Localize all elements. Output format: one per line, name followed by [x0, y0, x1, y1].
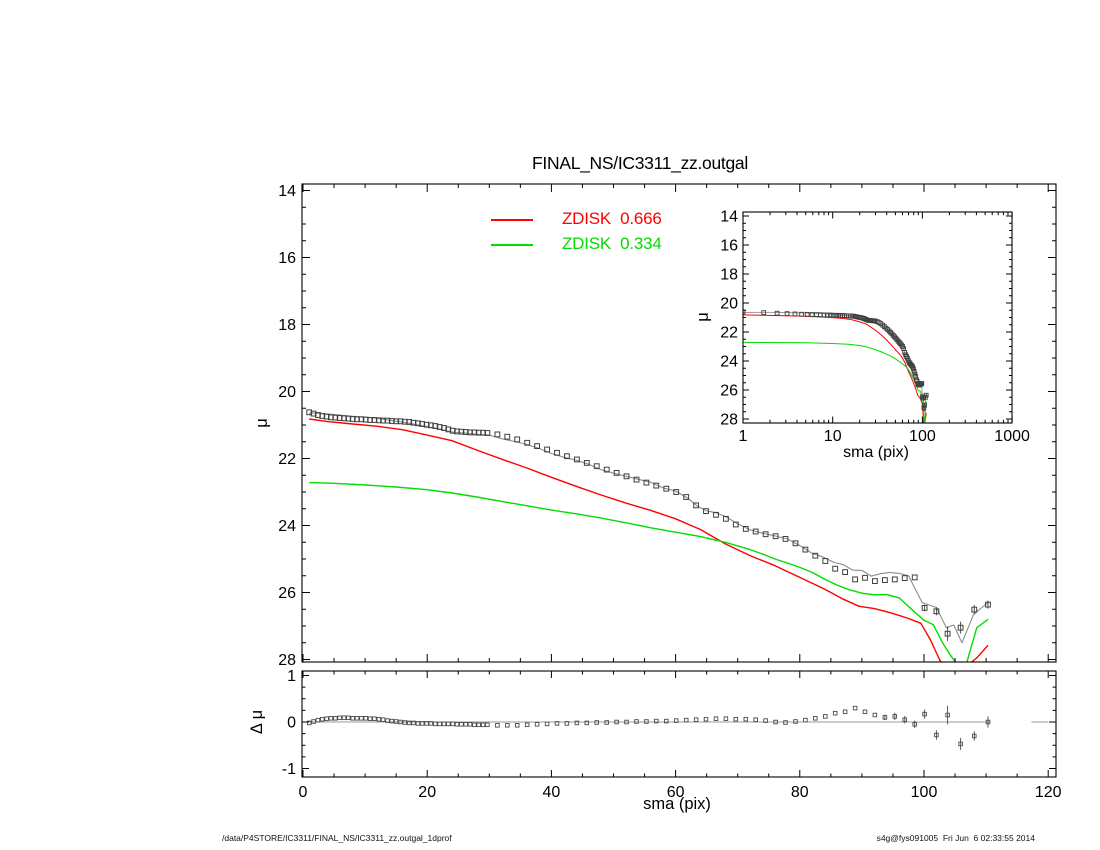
main-panel — [306, 409, 991, 662]
svg-text:18: 18 — [278, 317, 296, 334]
legend-label-zdisk-0666: ZDISK 0.666 — [562, 209, 662, 228]
footer-file-path: /data/P4STORE/IC3311/FINAL_NS/IC3311_zz.… — [222, 833, 452, 843]
svg-text:0: 0 — [299, 784, 308, 801]
svg-text:20: 20 — [720, 296, 738, 313]
svg-text:16: 16 — [278, 250, 296, 267]
svg-text:1000: 1000 — [994, 428, 1030, 445]
legend-label-zdisk-0334: ZDISK 0.334 — [562, 234, 662, 253]
svg-text:14: 14 — [278, 183, 296, 200]
svg-text:28: 28 — [720, 412, 738, 429]
legend-line-zdisk-0666 — [491, 219, 533, 221]
svg-text:26: 26 — [278, 585, 296, 602]
svg-text:18: 18 — [720, 267, 738, 284]
footer-user-timestamp: s4g@fys091005 Fri Jun 6 02:33:55 2014 — [876, 833, 1035, 843]
svg-text:1: 1 — [287, 668, 296, 685]
inset-panel — [743, 309, 929, 423]
svg-text:20: 20 — [418, 784, 436, 801]
svg-text:-1: -1 — [282, 761, 296, 778]
svg-text:24: 24 — [278, 518, 296, 535]
x-axis-label: sma (pix) — [643, 795, 711, 813]
svg-text:24: 24 — [720, 354, 738, 371]
residual-panel — [303, 705, 1049, 750]
svg-text:28: 28 — [278, 652, 296, 669]
svg-text:14: 14 — [720, 209, 738, 226]
svg-text:26: 26 — [720, 383, 738, 400]
svg-text:22: 22 — [278, 451, 296, 468]
svg-text:0: 0 — [287, 715, 296, 732]
svg-text:100: 100 — [909, 428, 936, 445]
svg-text:120: 120 — [1035, 784, 1062, 801]
legend-line-zdisk-0334 — [491, 244, 533, 246]
svg-text:80: 80 — [791, 784, 809, 801]
svg-text:40: 40 — [543, 784, 561, 801]
inset-x-axis-label: sma (pix) — [843, 444, 909, 461]
svg-text:22: 22 — [720, 325, 738, 342]
page-title: FINAL_NS/IC3311_zz.outgal — [532, 153, 748, 173]
svg-text:100: 100 — [911, 784, 938, 801]
svg-text:60: 60 — [667, 784, 685, 801]
svg-text:16: 16 — [720, 238, 738, 255]
svg-text:10: 10 — [824, 428, 842, 445]
svg-text:1: 1 — [739, 428, 748, 445]
svg-text:20: 20 — [278, 384, 296, 401]
